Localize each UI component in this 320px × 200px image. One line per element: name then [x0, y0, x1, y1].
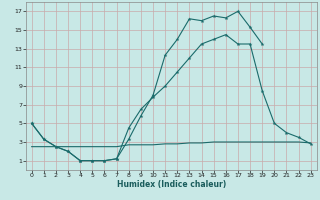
X-axis label: Humidex (Indice chaleur): Humidex (Indice chaleur)	[116, 180, 226, 189]
